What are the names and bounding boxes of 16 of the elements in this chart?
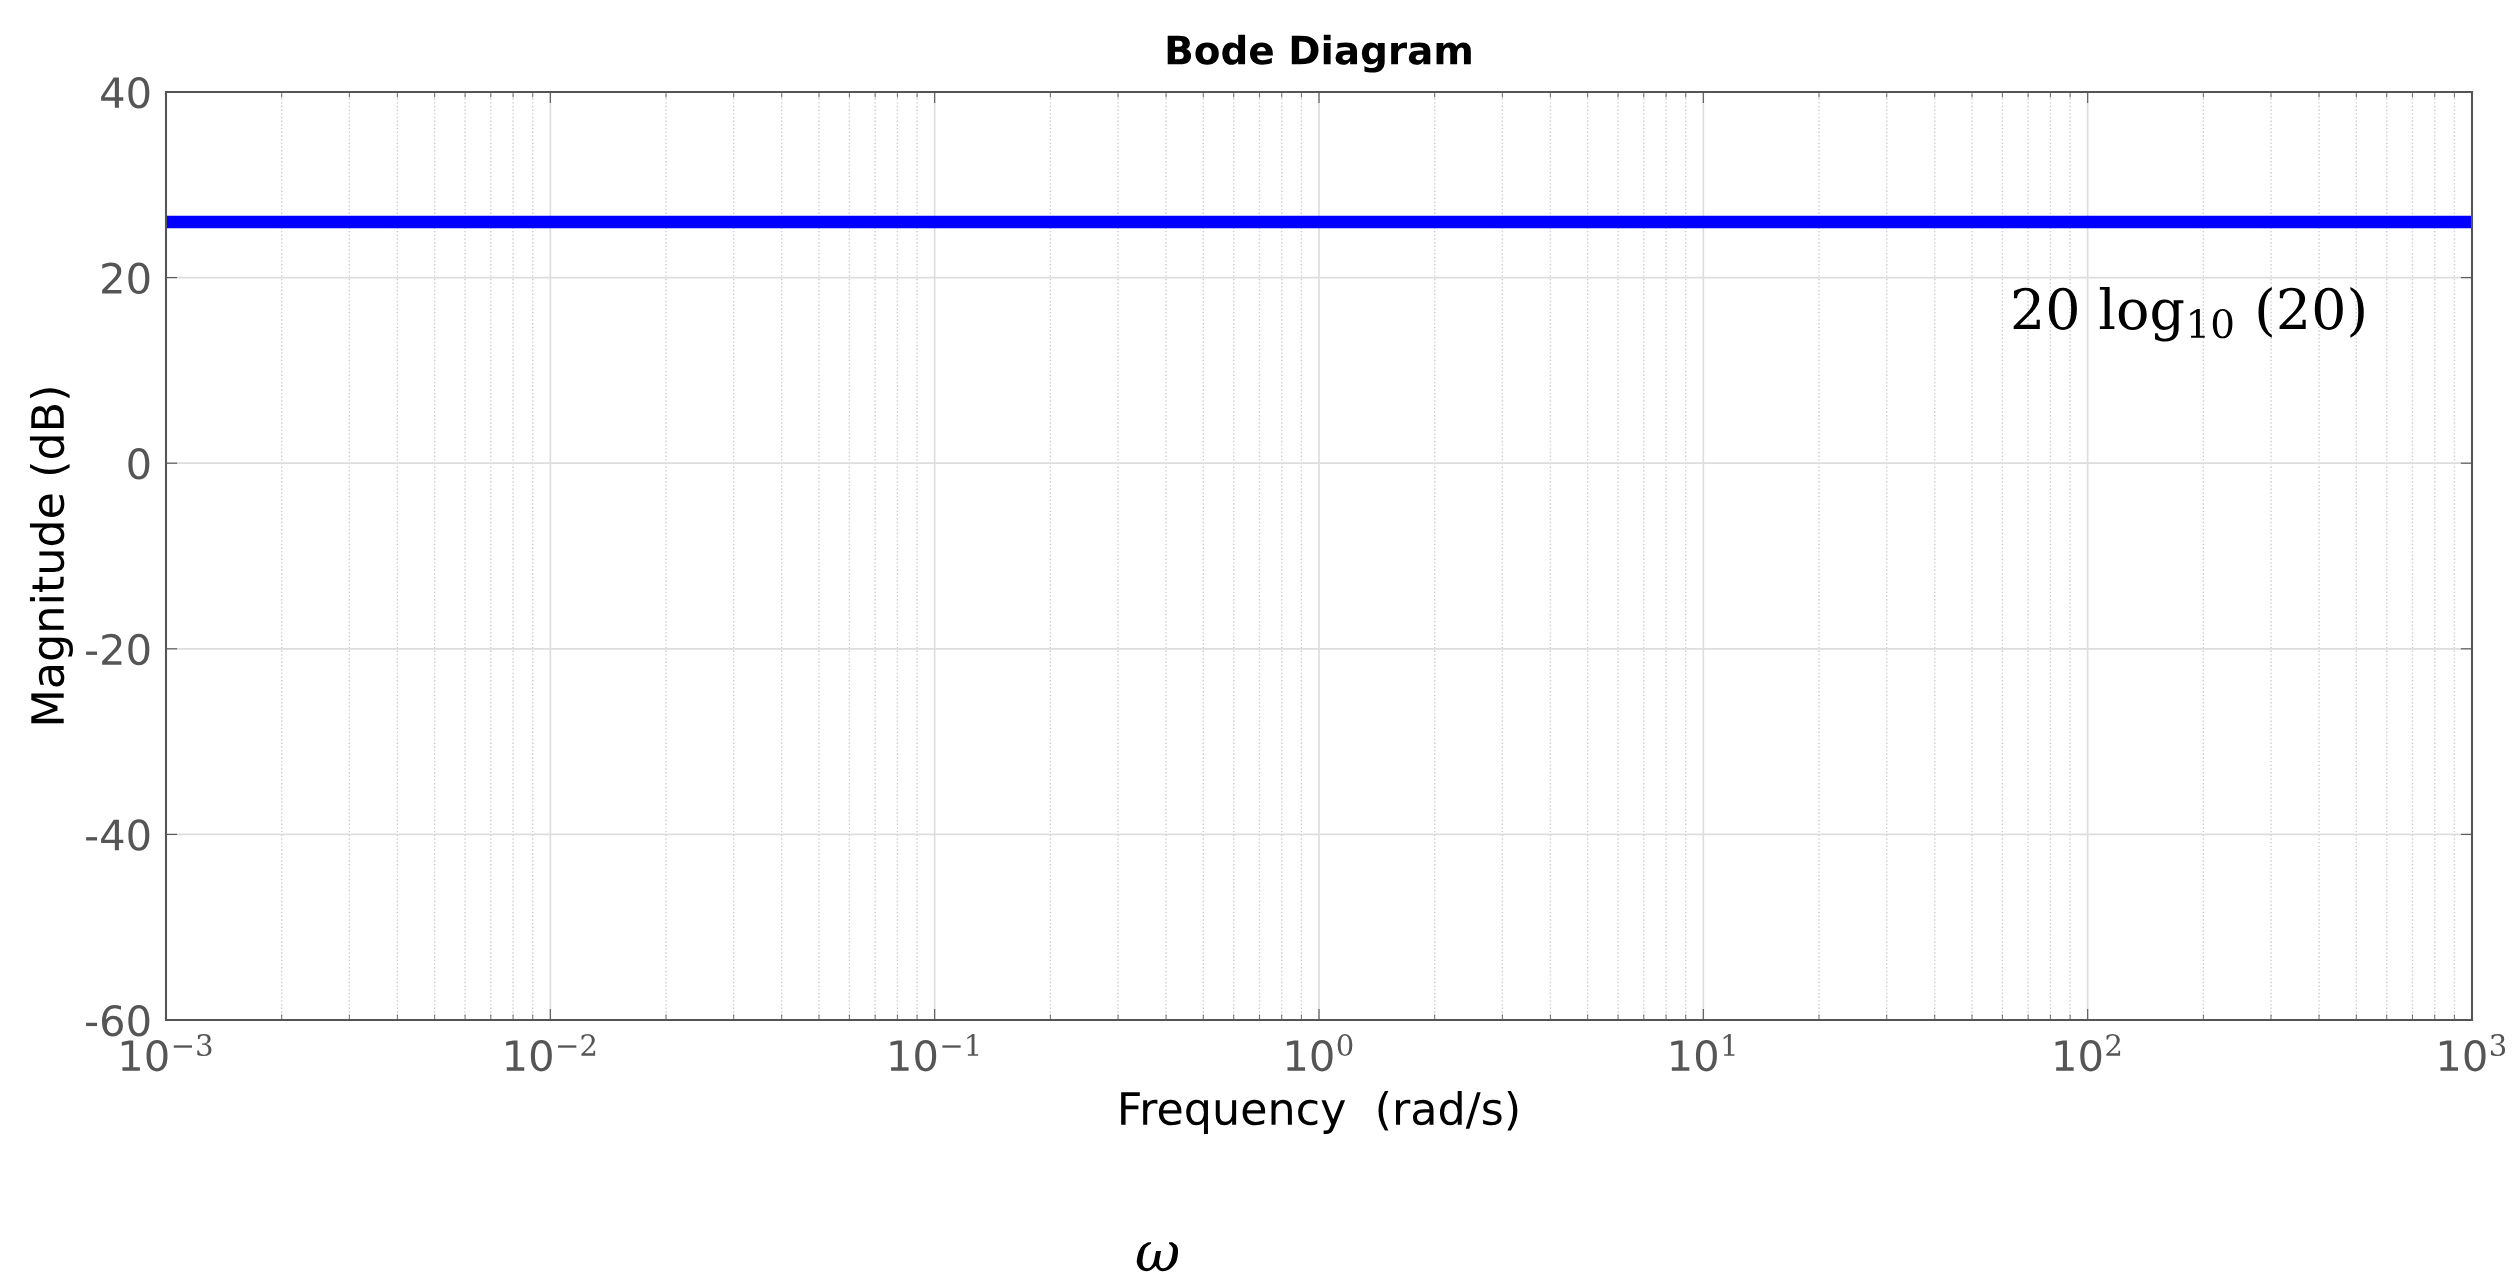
x-tick-label: 10$^{3}$	[2439, 1034, 2506, 1072]
annotation: 20 log$_{10}$ (20)	[2013, 286, 2364, 342]
y-tick-label: -40	[86, 819, 150, 851]
x-tick-label: 10$^{−1}$	[890, 1034, 979, 1072]
y-tick-label: -20	[86, 633, 150, 666]
x-tick-label: 10$^{0}$	[1286, 1034, 1353, 1072]
chart-title: Bode Diagram	[1167, 34, 1471, 73]
x-tick-label: 10$^{2}$	[2055, 1034, 2121, 1072]
x-tick-label: 10$^{−2}$	[506, 1034, 596, 1072]
y-tick-label: 20	[102, 262, 150, 295]
text: ω	[1136, 1242, 1179, 1272]
y-tick-label: 0	[128, 448, 150, 480]
y-tick-label: 40	[101, 76, 150, 109]
x-tick-label: 10$^{1}$	[1671, 1034, 1735, 1072]
y-axis-title: Magnitude (dB)	[29, 388, 73, 724]
x-axis-title: Frequency (rad/s)	[1121, 1090, 1518, 1134]
